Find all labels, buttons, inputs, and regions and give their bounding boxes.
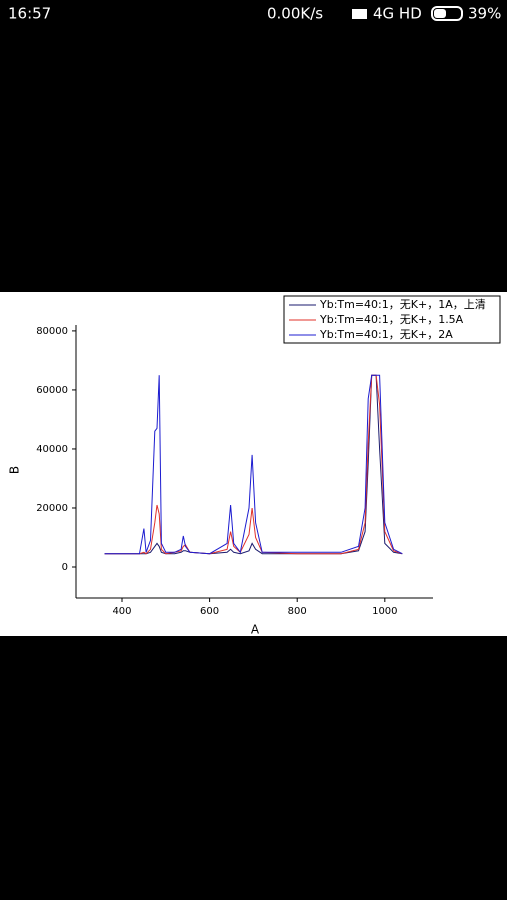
y-tick-label: 60000 bbox=[36, 385, 68, 396]
x-axis-label: A bbox=[251, 623, 260, 637]
y-axis-label: B bbox=[8, 466, 22, 474]
series-line bbox=[104, 374, 403, 555]
status-speed: 0.00K/s bbox=[267, 5, 323, 23]
y-tick-label: 40000 bbox=[36, 444, 68, 455]
series-line bbox=[104, 374, 403, 555]
series-line bbox=[104, 374, 403, 555]
y-tick-label: 80000 bbox=[36, 326, 68, 337]
x-tick-label: 400 bbox=[112, 606, 131, 617]
x-tick-label: 1000 bbox=[372, 606, 397, 617]
chart-image bbox=[0, 292, 507, 636]
legend-label: Yb:Tm=40:1，无K+，1.5A bbox=[319, 313, 464, 326]
x-tick-label: 800 bbox=[288, 606, 307, 617]
y-tick-label: 0 bbox=[62, 562, 68, 573]
y-tick-label: 20000 bbox=[36, 503, 68, 514]
battery-icon bbox=[431, 6, 463, 21]
status-time: 16:57 bbox=[8, 5, 51, 23]
legend-label: Yb:Tm=40:1，无K+，1A，上清 bbox=[319, 298, 486, 311]
legend bbox=[283, 295, 501, 344]
signal-icon bbox=[352, 9, 367, 19]
x-tick-label: 600 bbox=[200, 606, 219, 617]
status-battery: 39% bbox=[468, 5, 501, 23]
status-network: 4G HD bbox=[373, 5, 422, 23]
legend-label: Yb:Tm=40:1，无K+，2A bbox=[319, 328, 453, 341]
battery-level bbox=[434, 9, 446, 18]
